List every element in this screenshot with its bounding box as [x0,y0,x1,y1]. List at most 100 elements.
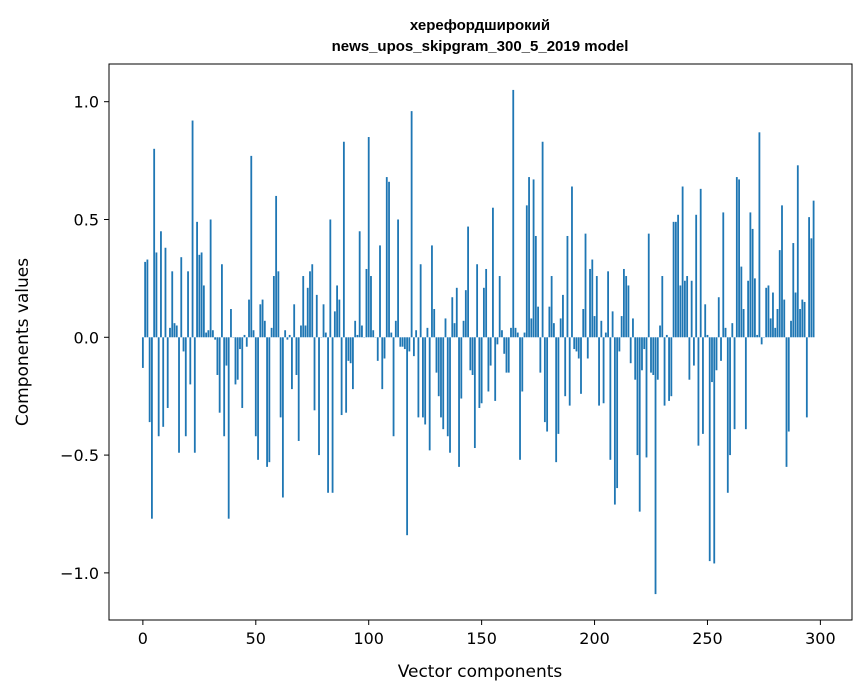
bar-94 [354,320,357,338]
bar-199 [591,259,594,338]
x-axis-ticks: 0 50 100 150 200 250 300 [138,620,836,648]
bar-158 [498,276,501,338]
bar-132 [440,337,442,418]
bar-72 [304,325,307,338]
bar-92 [349,337,352,364]
bar-233 [668,337,670,401]
bar-116 [403,337,406,350]
bar-242 [688,337,691,380]
bar-140 [458,337,460,467]
bar-128 [431,245,433,338]
bar-10 [164,247,167,338]
bar-99 [365,268,368,338]
bar-288 [792,243,795,338]
bar-27 [202,285,205,338]
bar-37 [225,337,228,366]
bar-258 [724,327,727,338]
bar-175 [537,306,539,338]
bar-214 [625,276,628,338]
bar-206 [607,271,609,338]
bar-5 [153,148,156,338]
bar-149 [478,337,481,408]
bar-245 [695,214,698,338]
bar-295 [808,217,810,338]
bar-125 [424,337,427,425]
bar-66 [291,337,293,390]
bar-167 [519,337,521,460]
bar-228 [656,337,659,380]
bar-184 [557,337,560,434]
bar-45 [243,334,246,338]
bar-145 [469,337,472,371]
bar-22 [191,120,194,338]
bar-43 [239,337,241,350]
bar-150 [480,337,483,404]
bar-253 [713,337,716,564]
bar-225 [650,337,652,373]
bar-222 [643,337,646,350]
bar-156 [494,337,497,401]
bar-18 [182,337,185,352]
y-tick-label: −0.5 [60,446,99,465]
bar-216 [629,337,632,364]
bar-70 [300,325,302,338]
bar-200 [593,316,596,338]
bar-169 [523,332,526,338]
x-axis-label: Vector components [398,662,563,682]
bar-234 [670,337,673,397]
bar-13 [171,271,174,338]
bar-154 [489,337,492,366]
bar-255 [717,297,720,338]
bar-267 [744,337,747,430]
bar-17 [180,257,183,338]
bar-101 [370,276,372,338]
bar-204 [602,337,605,404]
x-tick-label: 0 [138,629,148,648]
bar-89 [342,141,345,338]
bar-213 [623,268,625,338]
bar-286 [787,337,790,432]
bar-220 [638,337,641,512]
bar-148 [476,264,479,338]
x-tick-label: 300 [805,629,836,648]
bar-188 [566,235,569,338]
bar-20 [187,271,189,338]
bar-86 [336,285,338,338]
bar-209 [613,337,616,505]
bar-279 [772,292,774,338]
bar-143 [464,290,467,338]
bar-236 [674,221,677,338]
bar-203 [600,320,603,338]
bar-112 [394,320,397,338]
bar-47 [248,299,250,338]
bar-28 [205,332,208,338]
bar-163 [510,327,512,338]
bar-4 [151,337,153,519]
bar-250 [706,334,709,338]
bar-278 [769,318,772,338]
bar-107 [383,337,386,359]
bar-178 [543,337,546,423]
bar-259 [726,337,729,493]
bar-73 [306,287,309,338]
bar-201 [595,276,598,338]
bar-171 [528,177,530,338]
bar-31 [211,330,214,338]
bar-64 [286,337,289,340]
bar-55 [266,337,268,467]
bar-11 [166,337,169,408]
bar-83 [329,219,332,338]
bar-32 [214,337,217,340]
bar-202 [598,337,600,406]
bar-109 [388,181,390,338]
bar-67 [293,304,296,338]
bar-25 [198,254,201,338]
bar-78 [318,337,320,456]
bar-211 [618,337,621,352]
bar-21 [189,337,192,385]
bar-139 [455,287,458,338]
bar-1 [144,261,147,338]
bar-181 [550,276,553,338]
bar-48 [250,155,253,338]
